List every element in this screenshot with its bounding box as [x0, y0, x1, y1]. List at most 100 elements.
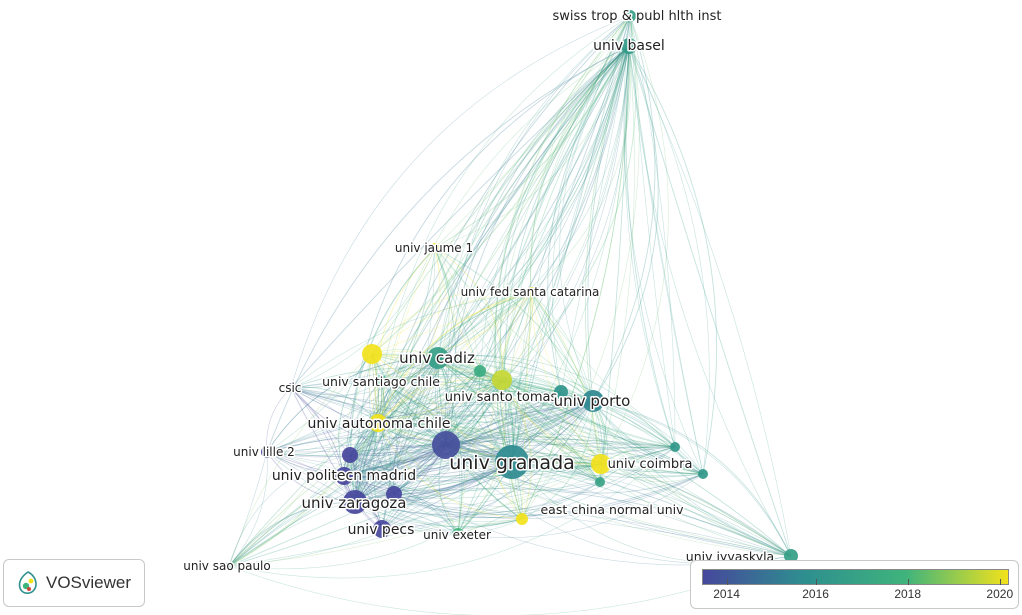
link-porto-autonoma	[377, 400, 594, 438]
link-porto-purpleBig	[445, 400, 594, 447]
node-label-politecn[interactable]: univ politecn madrid	[270, 467, 417, 486]
link-autonoma-santotomas	[377, 378, 503, 424]
node-saopaulo[interactable]	[225, 562, 233, 570]
node-label-csic[interactable]: csic	[277, 380, 303, 397]
link-basel-csic	[290, 45, 630, 389]
node-label-saopaulo[interactable]: univ sao paulo	[182, 558, 272, 575]
link-politecn-greenD	[343, 440, 601, 483]
brand-label: VOSviewer	[46, 573, 132, 592]
node-swiss[interactable]	[624, 10, 636, 22]
legend-tick-mark	[907, 579, 909, 585]
legend-tick-mark	[999, 579, 1001, 585]
link-cadiz-santacat	[437, 291, 532, 359]
link-santotomas-eastchina	[501, 379, 532, 520]
link-autonoma-csic	[290, 386, 379, 424]
link-coimbra-saopaulo	[228, 463, 602, 567]
link-politecn-exeter	[343, 475, 459, 535]
node-label-jaume[interactable]: univ jaume 1	[393, 240, 474, 257]
node-greenD[interactable]	[595, 477, 605, 487]
node-autonoma[interactable]	[369, 414, 387, 432]
node-santacat[interactable]	[526, 287, 536, 297]
link-purpleBig-porto	[445, 400, 594, 446]
link-eastchina-exeter	[457, 518, 523, 535]
link-tealF-lille	[266, 411, 704, 475]
link-yelA-swiss	[371, 15, 631, 355]
link-granada-purpleH	[349, 454, 513, 483]
link-basel-cadiz	[437, 45, 630, 359]
link-cadiz-tealE	[437, 357, 676, 448]
link-purpleBig-saopaulo	[228, 444, 447, 567]
node-pecs[interactable]	[373, 520, 391, 538]
link-jyvaskyla-csic	[290, 387, 792, 557]
node-porto[interactable]	[582, 390, 604, 412]
link-basel-exeter	[457, 45, 630, 535]
link-autonoma-santacat	[377, 291, 532, 424]
node-basel[interactable]	[621, 38, 637, 54]
link-saopaulo-autonoma	[228, 422, 379, 567]
link-tealE-saopaulo	[228, 446, 676, 579]
link-politecn-swiss	[343, 15, 631, 477]
link-coimbra-lille	[266, 451, 602, 499]
node-label-santotomas[interactable]: univ santo tomas	[443, 389, 559, 407]
link-santotomas-porto	[501, 379, 594, 407]
node-eastchina[interactable]	[516, 513, 528, 525]
link-autonoma-greenD	[377, 422, 601, 483]
link-zaragoza-santacat	[354, 291, 532, 503]
node-cadiz[interactable]	[427, 347, 449, 369]
node-label-santacat[interactable]: univ fed santa catarina	[459, 284, 601, 301]
link-politecn-cadiz	[343, 357, 439, 477]
link-porto-jyvaskyla	[592, 400, 792, 557]
node-lille[interactable]	[261, 446, 273, 458]
node-purpleG[interactable]	[386, 486, 402, 502]
node-purpleBig[interactable]	[432, 431, 460, 459]
node-label-basel[interactable]: univ basel	[592, 37, 667, 56]
link-zaragoza-greenB	[354, 370, 481, 503]
node-exeter[interactable]	[452, 528, 464, 540]
node-jyvaskyla[interactable]	[784, 549, 798, 563]
node-politecn[interactable]	[335, 467, 353, 485]
node-label-porto[interactable]: univ porto	[552, 391, 632, 412]
node-purpleH[interactable]	[342, 447, 358, 463]
node-yelA[interactable]	[362, 344, 382, 364]
node-tealE[interactable]	[670, 442, 680, 452]
node-greenB[interactable]	[474, 365, 486, 377]
link-purpleG-exeter	[393, 493, 459, 535]
node-santotomas[interactable]	[492, 370, 512, 390]
node-label-cadiz[interactable]: univ cadiz	[398, 348, 477, 369]
link-lille-yelA	[266, 353, 373, 453]
link-autonoma-csic	[290, 387, 379, 424]
node-label-granada[interactable]: univ granada	[448, 451, 577, 476]
node-label-santiago[interactable]: univ santiago chile	[321, 373, 442, 391]
link-basel-santacat	[530, 45, 630, 293]
node-label-lille[interactable]: univ lille 2	[232, 444, 297, 461]
link-autonoma-tealE	[377, 422, 676, 448]
node-zaragoza[interactable]	[343, 490, 367, 514]
node-label-coimbra[interactable]: univ coimbra	[606, 456, 694, 474]
link-tealF-cadiz	[437, 357, 704, 475]
link-cadiz-tealC	[437, 357, 562, 394]
link-granada-csic	[290, 387, 513, 463]
node-label-autonoma[interactable]: univ autonoma chile	[306, 415, 452, 434]
node-tealF[interactable]	[698, 469, 708, 479]
link-saopaulo-greenD	[228, 472, 601, 567]
link-granada-santacat	[511, 291, 532, 463]
node-label-pecs[interactable]: univ pecs	[346, 521, 416, 540]
node-santiago[interactable]	[375, 375, 387, 387]
node-tealC[interactable]	[554, 385, 568, 399]
node-coimbra[interactable]	[591, 454, 611, 474]
node-label-eastchina[interactable]: east china normal univ	[539, 501, 686, 519]
node-label-zaragoza[interactable]: univ zaragoza	[300, 493, 408, 514]
node-granada[interactable]	[495, 445, 529, 479]
link-autonoma-saopaulo	[228, 422, 379, 567]
node-csic[interactable]	[286, 383, 296, 393]
link-politecn-exeter	[343, 475, 459, 535]
link-santacat-coimbra	[530, 291, 602, 465]
link-autonoma-greenD	[377, 413, 601, 483]
node-jaume[interactable]	[430, 243, 440, 253]
link-autonoma-tealF	[377, 422, 704, 475]
link-santiago-tealF	[380, 380, 704, 476]
node-label-swiss[interactable]: swiss trop & publ hlth inst	[551, 8, 723, 26]
link-porto-santiago	[380, 380, 594, 424]
node-label-exeter[interactable]: univ exeter	[422, 527, 493, 544]
